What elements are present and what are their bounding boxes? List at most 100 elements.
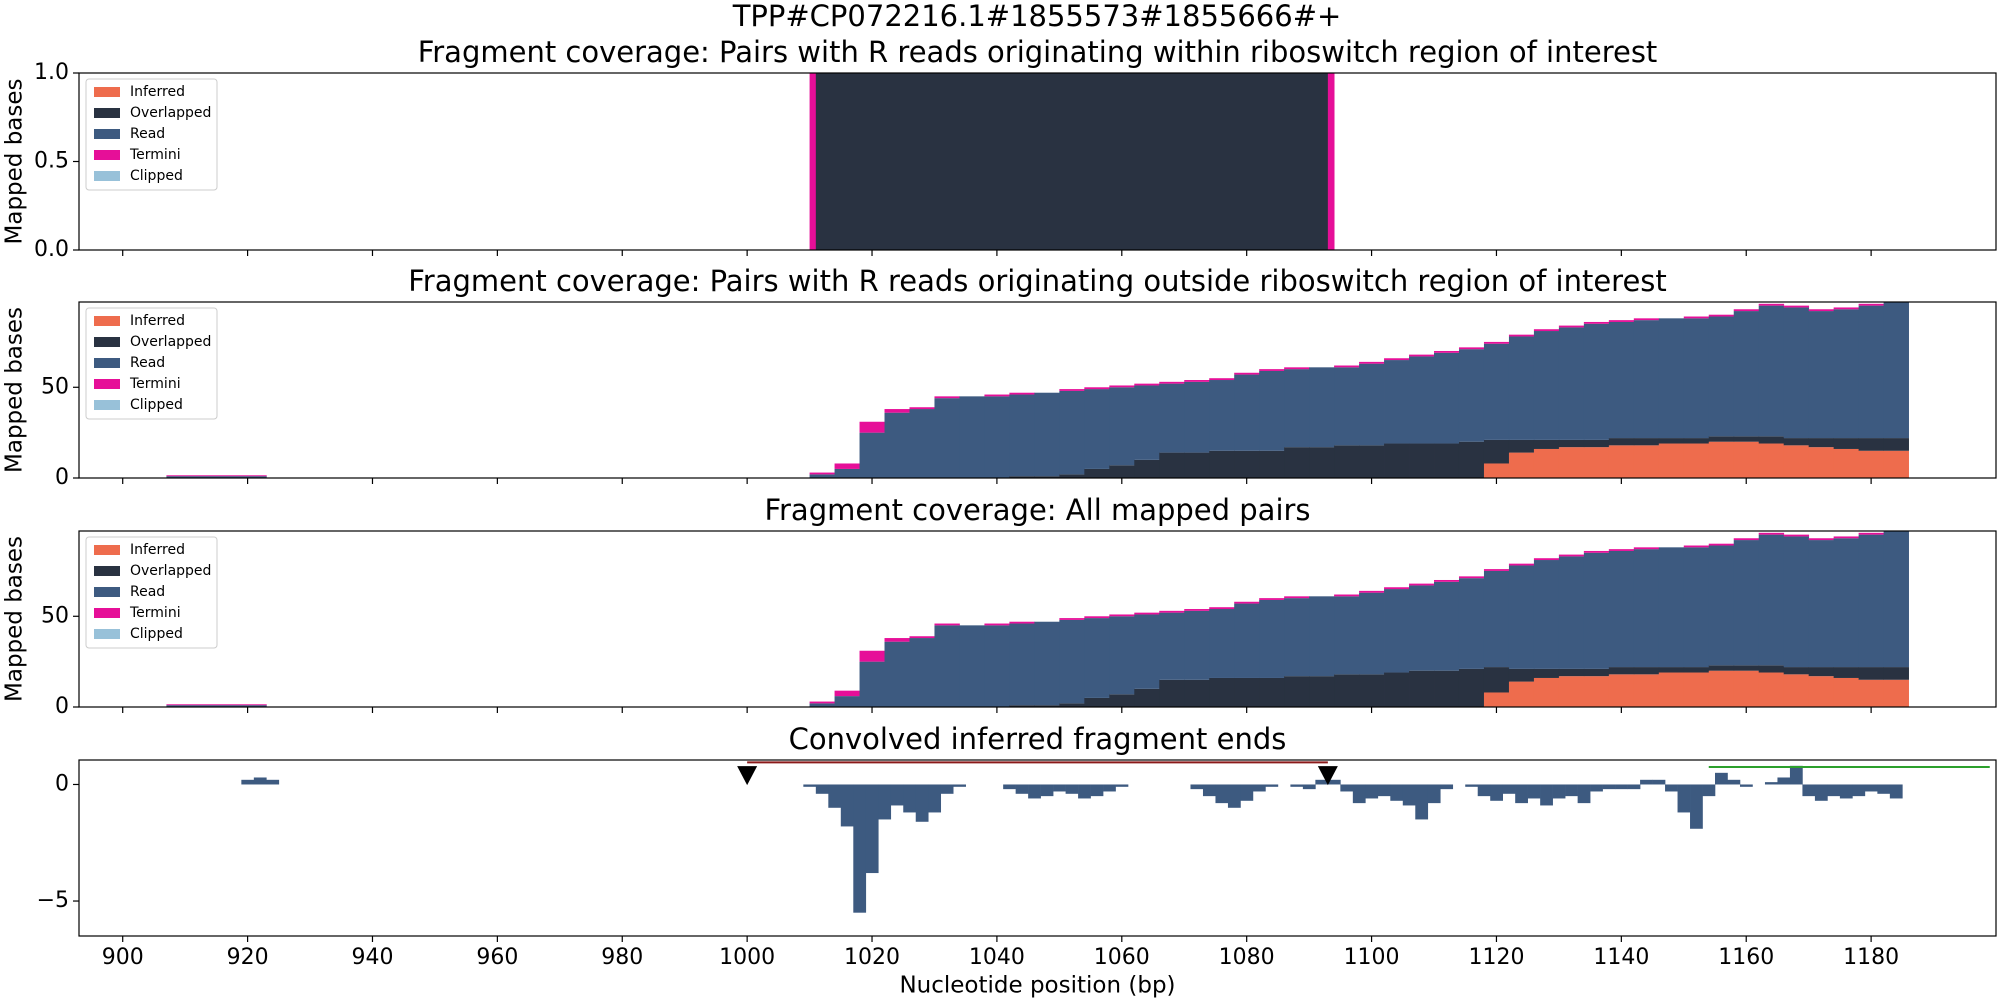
bar-segment	[1883, 679, 1909, 707]
x-tick-label: 1020	[844, 945, 900, 970]
y-axis-label: Mapped bases	[2, 536, 28, 702]
bar-segment	[909, 407, 935, 410]
bar-segment	[1808, 667, 1835, 677]
legend-swatch	[94, 587, 120, 597]
legend-swatch	[94, 629, 120, 639]
bar	[1864, 784, 1878, 792]
bar-segment	[1109, 614, 1135, 617]
bar	[803, 784, 817, 787]
x-axis-label: Nucleotide position (bp)	[899, 973, 1175, 999]
x-tick-label: 1060	[1094, 945, 1150, 970]
bar-segment	[1334, 674, 1360, 707]
bar-segment	[1209, 380, 1235, 451]
bar-segment	[1533, 439, 1560, 449]
y-tick-label: 0	[55, 465, 69, 490]
bar-segment	[1409, 354, 1435, 357]
x-tick-label: 1000	[719, 945, 775, 970]
bar-segment	[1683, 318, 1710, 439]
bar-segment	[1883, 450, 1909, 478]
bar	[1652, 779, 1666, 785]
bar-segment	[1733, 311, 1760, 437]
bar-segment	[1184, 679, 1210, 707]
bar-segment	[1284, 367, 1310, 370]
bar-segment	[1483, 570, 1510, 668]
bar-segment	[1833, 448, 1860, 478]
bar-segment	[1209, 677, 1235, 707]
bar-segment	[809, 73, 817, 250]
legend-label: Termini	[129, 147, 181, 163]
bar-segment	[1458, 578, 1485, 669]
bar-segment	[1583, 668, 1610, 677]
bar	[1565, 784, 1578, 797]
bar	[1040, 784, 1054, 797]
bar-segment	[1883, 667, 1909, 680]
bar-segment	[1009, 623, 1035, 706]
bar-segment	[1858, 667, 1885, 680]
bar-segment	[1733, 665, 1760, 671]
legend-swatch	[94, 129, 120, 139]
legend-label: Inferred	[130, 542, 185, 558]
y-tick-label: 0	[55, 771, 69, 796]
bar-segment	[1783, 674, 1810, 707]
bar	[1715, 772, 1728, 785]
bar-segment	[1708, 665, 1735, 671]
bar-segment	[1084, 387, 1110, 390]
legend-swatch	[94, 150, 120, 160]
bar-segment	[1309, 447, 1335, 478]
legend-swatch	[94, 566, 120, 576]
bar-segment	[1608, 320, 1635, 322]
bar-segment	[1134, 688, 1160, 707]
bar-segment	[1483, 569, 1510, 571]
bar	[1690, 784, 1703, 829]
bar-segment	[1683, 443, 1710, 478]
bar-segment	[1708, 436, 1735, 442]
bar-segment	[1483, 667, 1510, 693]
bar-segment	[1184, 609, 1210, 611]
y-tick-label: 0	[55, 694, 69, 719]
bar-segment	[809, 474, 835, 478]
legend-label: Clipped	[130, 626, 183, 642]
bar-segment	[1658, 443, 1685, 478]
bar	[1078, 784, 1091, 799]
bar-segment	[959, 625, 985, 707]
x-tick-label: 960	[476, 945, 518, 970]
bar-segment	[1334, 365, 1360, 368]
x-tick-label: 940	[351, 945, 393, 970]
bar-segment	[1558, 668, 1585, 677]
bar-segment	[1608, 438, 1635, 446]
bar-segment	[859, 421, 885, 433]
bar-segment	[1359, 363, 1385, 446]
x-tick-label: 1120	[1468, 945, 1524, 970]
legend-label: Overlapped	[130, 105, 211, 121]
bar-segment	[1833, 536, 1860, 539]
bar-segment	[1858, 305, 1885, 439]
bar-segment	[1359, 674, 1385, 707]
bar-segment	[1159, 381, 1185, 384]
bar-segment	[1159, 383, 1185, 453]
bar-segment	[1633, 667, 1660, 675]
bar	[1540, 784, 1553, 806]
bar-segment	[1009, 705, 1035, 707]
bar-segment	[1309, 676, 1335, 707]
bar-segment	[1633, 320, 1660, 439]
bar	[815, 784, 829, 794]
bar-segment	[1808, 309, 1835, 312]
bar-segment	[1458, 347, 1485, 350]
bar-segment	[1683, 438, 1710, 444]
bar-segment	[1359, 445, 1385, 478]
bar-segment	[1059, 390, 1085, 475]
bar-segment	[1658, 438, 1685, 444]
legend-label: Termini	[129, 605, 181, 621]
bar-segment	[1758, 305, 1785, 437]
bar-segment	[1209, 607, 1235, 610]
y-tick-label: 1.0	[34, 60, 69, 85]
bar-segment	[1708, 543, 1735, 546]
y-tick-label: 50	[41, 374, 69, 399]
bar	[1427, 784, 1441, 804]
bar-segment	[1833, 438, 1860, 449]
y-tick-label: 50	[41, 603, 69, 628]
y-axis-label: Mapped bases	[2, 78, 28, 244]
bar-segment	[1733, 309, 1760, 312]
bar-segment	[1508, 336, 1535, 440]
bar	[1727, 779, 1741, 785]
